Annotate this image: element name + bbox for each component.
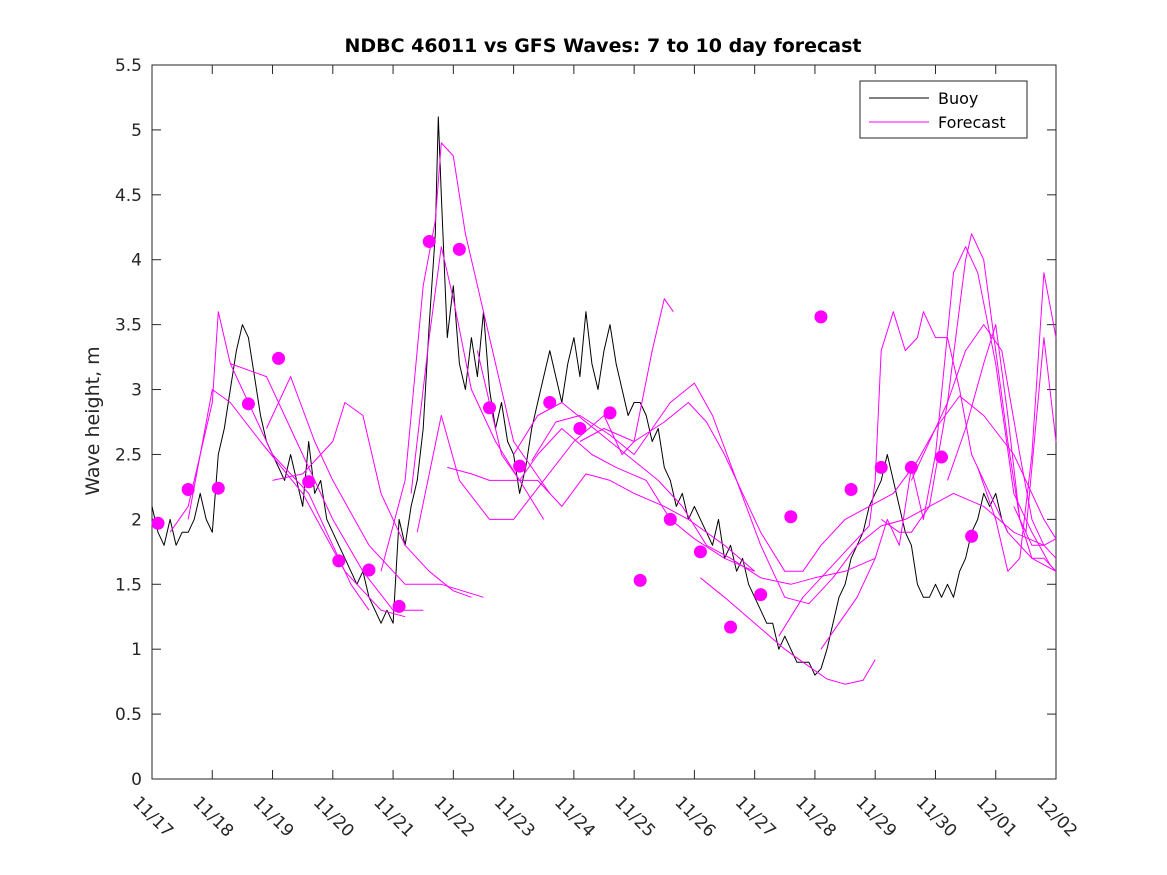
forecast-marker [754, 588, 768, 602]
forecast-series-line [880, 233, 1057, 572]
legend: Buoy Forecast [859, 80, 1028, 139]
forecast-series-line [1013, 337, 1057, 533]
forecast-marker [784, 510, 798, 524]
forecast-series-line [416, 298, 674, 533]
forecast-marker [633, 573, 647, 587]
forecast-series-line [187, 389, 406, 618]
forecast-marker [211, 481, 225, 495]
series-layer [151, 116, 1057, 685]
forecast-marker [693, 545, 707, 559]
forecast-series-line [910, 324, 1057, 546]
forecast-marker [904, 460, 918, 474]
forecast-series-line [272, 402, 472, 598]
forecast-marker [241, 397, 255, 411]
forecast-series-line [513, 402, 876, 585]
forecast-marker [573, 421, 587, 435]
forecast-marker [724, 620, 738, 634]
forecast-marker [814, 310, 828, 324]
y-tick-label: 1.5 [115, 575, 142, 595]
forecast-series-line [820, 246, 1057, 650]
y-axis-label: Wave height, m [82, 346, 104, 495]
plot-frame [151, 64, 1057, 780]
buoy-series-line [151, 116, 1009, 676]
forecast-marker [934, 450, 948, 464]
forecast-series-line [531, 382, 1045, 605]
forecast-series-line [977, 272, 1057, 572]
forecast-marker [874, 460, 888, 474]
forecast-marker [603, 406, 617, 420]
forecast-marker [482, 401, 496, 415]
forecast-marker [272, 351, 286, 365]
y-tick-label: 1 [131, 640, 142, 660]
forecast-marker [332, 554, 346, 568]
forecast-series-line [230, 363, 424, 611]
forecast-series-line [778, 311, 1057, 637]
y-tick-label: 5 [131, 121, 142, 141]
forecast-series-line [700, 577, 876, 685]
y-tick-label: 0 [131, 770, 142, 790]
forecast-marker [422, 235, 436, 249]
forecast-marker [392, 599, 406, 613]
forecast-series-line [947, 324, 1057, 559]
forecast-series-line [476, 350, 755, 572]
marker-layer [151, 235, 979, 634]
y-tick-label: 2 [131, 510, 142, 530]
y-tick-label: 3.5 [115, 316, 142, 336]
legend-forecast-label: Forecast [938, 113, 1006, 132]
forecast-series-line [380, 142, 551, 572]
forecast-marker [965, 529, 979, 543]
forecast-series-line [447, 466, 756, 572]
forecast-marker [302, 475, 316, 489]
y-tick-label: 5.5 [115, 56, 142, 76]
y-axis: 0 0.5 1 1.5 2 2.5 3 3.5 4 4.5 5 5.5 [115, 56, 1056, 790]
y-tick-label: 0.5 [115, 705, 142, 725]
y-tick-label: 2.5 [115, 445, 142, 465]
forecast-series-line [266, 376, 484, 598]
y-tick-label: 3 [131, 381, 142, 401]
forecast-marker [151, 516, 165, 530]
y-tick-label: 4 [131, 251, 142, 271]
forecast-marker [452, 242, 466, 256]
y-tick-label: 4.5 [115, 186, 142, 206]
forecast-marker [513, 459, 527, 473]
forecast-marker [844, 483, 858, 497]
forecast-marker [362, 563, 376, 577]
forecast-marker [663, 512, 677, 526]
legend-box [859, 80, 1028, 139]
forecast-marker [181, 483, 195, 497]
forecast-marker [543, 396, 557, 410]
chart-title: NDBC 46011 vs GFS Waves: 7 to 10 day for… [344, 35, 861, 57]
legend-buoy-label: Buoy [938, 89, 978, 108]
